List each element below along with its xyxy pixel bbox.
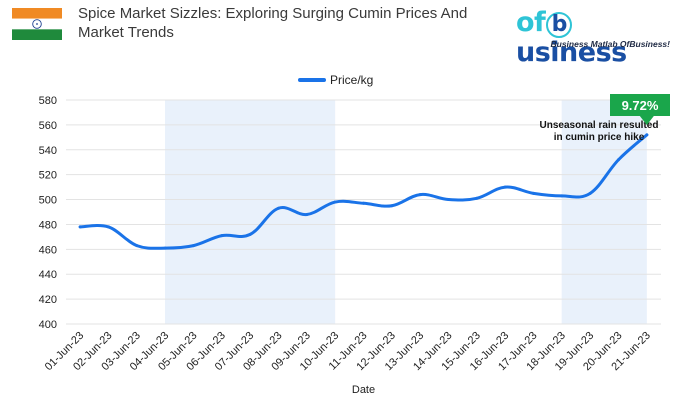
data-point-0	[78, 225, 82, 229]
callout-label: 9.72%	[622, 98, 659, 113]
page-title: Spice Market Sizzles: Exploring Surging …	[78, 5, 468, 41]
callout-badge	[610, 94, 670, 125]
data-point-20	[645, 133, 649, 137]
data-point-1	[107, 225, 110, 229]
logo-suffix: usiness	[516, 37, 627, 68]
y-tick-label-420: 420	[39, 294, 57, 306]
y-tick-label-440: 440	[39, 269, 57, 281]
annotation-line-1: in cumin price hike	[554, 132, 645, 143]
highlight-band-1	[561, 100, 647, 324]
data-point-2	[135, 244, 139, 248]
data-point-6	[248, 232, 252, 236]
y-tick-label-540: 540	[39, 145, 57, 157]
data-point-11	[390, 204, 394, 208]
y-tick-label-560: 560	[39, 120, 57, 132]
data-point-4	[192, 244, 195, 248]
y-tick-label-460: 460	[39, 244, 57, 256]
data-point-16	[532, 191, 535, 195]
data-point-10	[362, 201, 365, 205]
logo-b-mark: b	[546, 12, 573, 38]
logo-tagline: Business Matlab OfBusiness!	[550, 39, 670, 49]
data-point-15	[503, 185, 507, 189]
y-tick-label-480: 480	[39, 219, 57, 231]
data-point-3	[163, 246, 167, 250]
y-tick-label-580: 580	[39, 95, 57, 107]
data-point-14	[475, 196, 479, 200]
data-point-7	[277, 206, 280, 210]
data-point-8	[305, 212, 309, 216]
data-point-9	[333, 200, 337, 204]
data-point-18	[588, 191, 592, 195]
annotation-line-0: Unseasonal rain resulted	[540, 120, 659, 131]
y-tick-label-400: 400	[39, 319, 57, 331]
price-line-chart: 40042044046048050052054056058001-Jun-230…	[39, 73, 670, 396]
data-point-17	[560, 194, 564, 198]
data-point-5	[220, 234, 224, 238]
data-point-12	[418, 193, 422, 197]
data-point-13	[447, 198, 450, 202]
y-tick-label-500: 500	[39, 195, 57, 207]
india-flag-icon	[12, 8, 62, 40]
highlight-band-0	[165, 100, 336, 324]
logo-wordmark: of business	[516, 8, 672, 68]
data-point-19	[617, 158, 620, 162]
logo-prefix: of	[516, 7, 546, 38]
ofbusiness-logo: of business Business Matlab OfBusiness!	[516, 8, 672, 68]
legend-label: Price/kg	[330, 73, 373, 87]
x-axis-title: Date	[352, 384, 375, 396]
y-tick-label-520: 520	[39, 170, 57, 182]
